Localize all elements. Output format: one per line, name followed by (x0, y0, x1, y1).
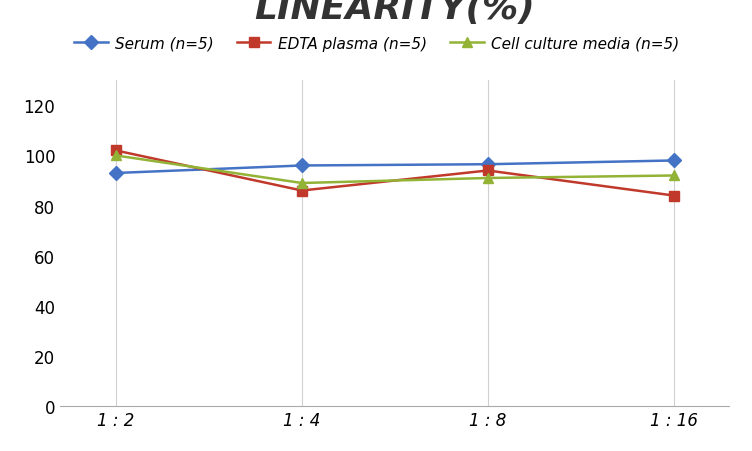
Serum (n=5) (484, 162, 493, 168)
Cell culture media (n=5) (297, 181, 306, 186)
EDTA plasma (n=5) (297, 189, 306, 194)
EDTA plasma (n=5) (111, 148, 120, 154)
Line: Cell culture media (n=5): Cell culture media (n=5) (111, 151, 678, 189)
EDTA plasma (n=5) (484, 168, 493, 174)
Cell culture media (n=5) (484, 176, 493, 181)
Line: EDTA plasma (n=5): EDTA plasma (n=5) (111, 146, 678, 201)
Serum (n=5) (669, 158, 678, 164)
Cell culture media (n=5) (111, 153, 120, 159)
Line: Serum (n=5): Serum (n=5) (111, 156, 678, 179)
Legend: Serum (n=5), EDTA plasma (n=5), Cell culture media (n=5): Serum (n=5), EDTA plasma (n=5), Cell cul… (68, 30, 686, 58)
Cell culture media (n=5) (669, 173, 678, 179)
EDTA plasma (n=5) (669, 193, 678, 199)
Serum (n=5) (297, 163, 306, 169)
Serum (n=5) (111, 171, 120, 176)
Title: LINEARITY(%): LINEARITY(%) (254, 0, 535, 26)
